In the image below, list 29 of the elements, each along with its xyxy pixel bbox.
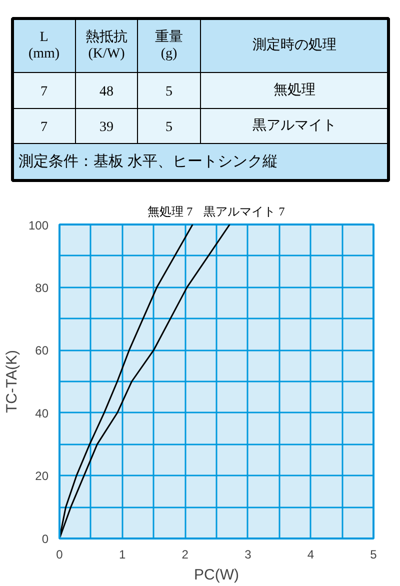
y-tick-label: 0 — [42, 532, 49, 546]
text: 無処理 — [274, 82, 316, 98]
text: L (mm) — [28, 30, 60, 62]
series-label: 無処理 7 — [148, 204, 193, 218]
text: 測定時の処理 — [252, 37, 336, 53]
text: 48 — [100, 84, 114, 100]
x-tick-label: 4 — [307, 548, 314, 562]
y-tick-label: 40 — [35, 406, 49, 420]
y-tick-label: 60 — [35, 344, 49, 358]
x-tick-label: 3 — [244, 548, 252, 562]
y-tick-label: 100 — [28, 218, 49, 232]
x-tick-label: 0 — [56, 548, 64, 562]
x-tick-label: 2 — [182, 548, 189, 562]
y-axis-title: TC-TA(K) — [3, 350, 20, 414]
text: 5 — [166, 84, 172, 100]
text: 測定条件：基板 水平、ヒートシンク縦 — [18, 153, 278, 170]
text: 5 — [166, 120, 172, 135]
text: 重量 (g) — [155, 28, 183, 62]
text: 熱抵抗 (K/W) — [86, 28, 128, 62]
text: 7 — [40, 120, 48, 135]
y-tick-label: 80 — [35, 280, 49, 295]
text: 7 — [40, 84, 48, 100]
x-axis-title: PC(W) — [194, 566, 240, 584]
x-tick-label: 5 — [370, 548, 378, 562]
y-tick-label: 20 — [35, 469, 49, 484]
x-tick-label: 1 — [118, 548, 126, 562]
text: 黒アルマイト — [252, 118, 336, 134]
text: 39 — [100, 120, 114, 135]
series-label: 黒アルマイト 7 — [204, 204, 285, 218]
